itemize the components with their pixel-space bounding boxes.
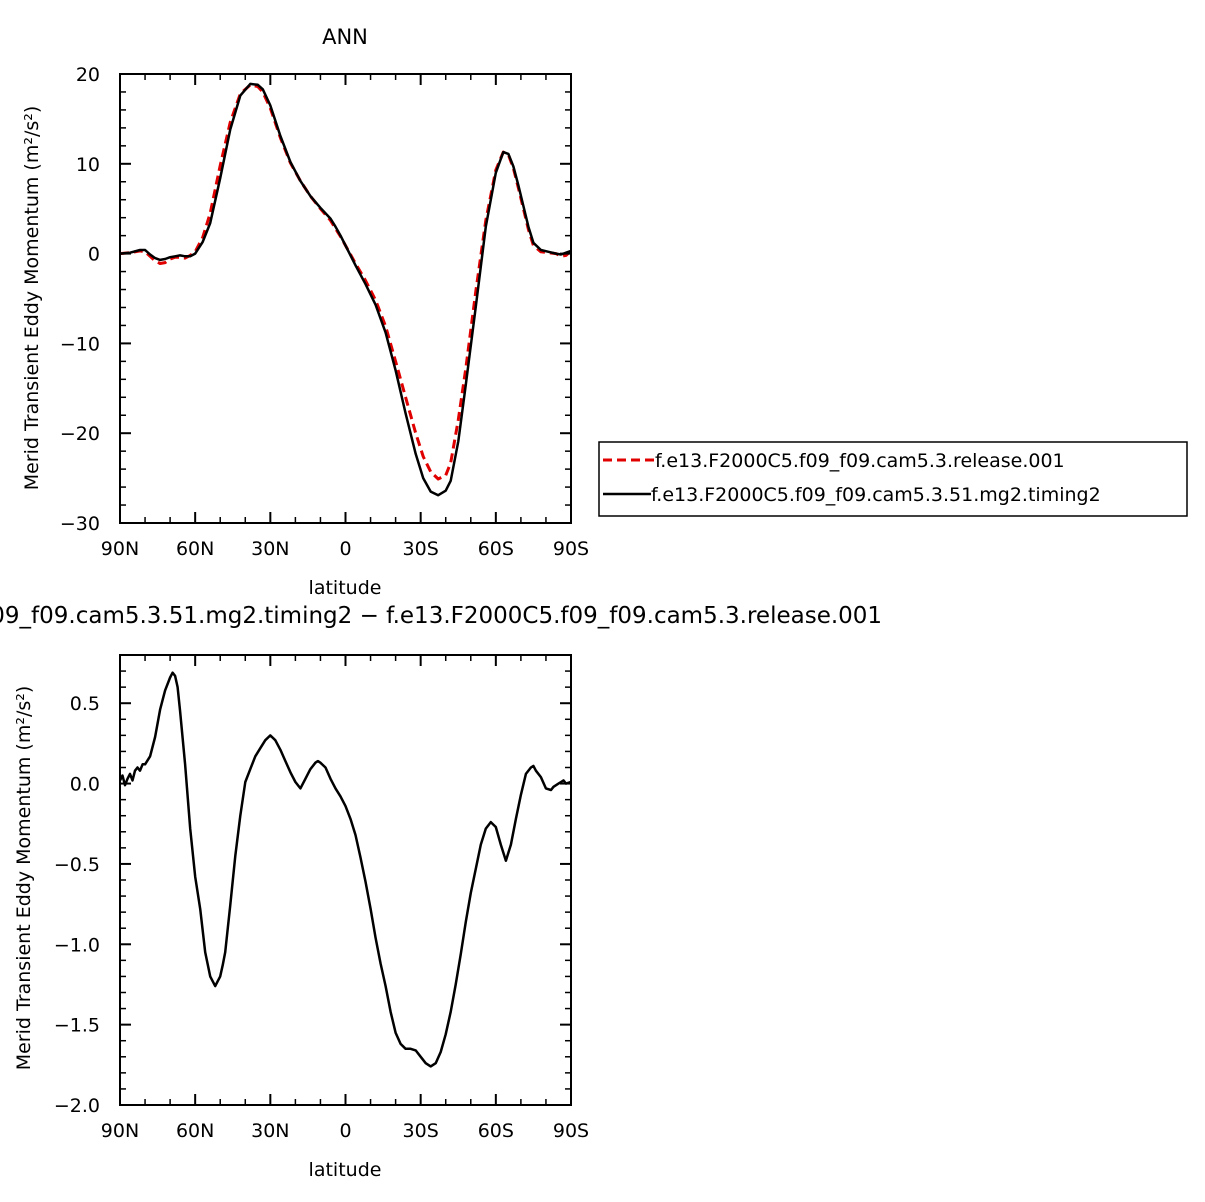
bottom-axes: 90N 60N 30N 0 30S 60S 90S −2.0 −1.5 −1.0 −0.5 0.0 0.…	[54, 654, 589, 1142]
bottom-x-tick-label: 0	[339, 1120, 351, 1142]
top-series-line-0	[119, 83, 573, 481]
top-x-axis-label: latitude	[309, 577, 382, 599]
bottom-panel: f.e13.F2000C5.f09_f09.cam5.3.51.mg2.timi…	[0, 603, 882, 1181]
bottom-title: f.e13.F2000C5.f09_f09.cam5.3.51.mg2.timi…	[0, 603, 882, 629]
bottom-x-tick-label: 90S	[553, 1120, 589, 1142]
legend-label-release: f.e13.F2000C5.f09_f09.cam5.3.release.001	[655, 450, 1065, 472]
top-axes: 90N 60N 30N 0 30S 60S 90S −30 −20 −10 0 10 20	[60, 64, 589, 560]
top-plot-frame	[119, 73, 572, 524]
top-y-tick-label: 0	[88, 244, 100, 266]
legend: f.e13.F2000C5.f09_f09.cam5.3.release.001…	[598, 441, 1188, 517]
bottom-x-axis-label: latitude	[309, 1159, 382, 1181]
top-y-tick-label: 20	[76, 64, 100, 86]
bottom-x-tick-label: 30S	[403, 1120, 439, 1142]
top-y-tick-label: 10	[76, 154, 100, 176]
top-y-tick-label: −10	[60, 333, 100, 355]
bottom-y-axis-label: Merid Transient Eddy Momentum (m²/s²)	[13, 686, 35, 1071]
top-panel: ANN 90N 60N 30N 0 30S 60S 90S −30 −20 −10 0 10 20 la…	[21, 25, 1188, 599]
bottom-x-tick-label: 60N	[176, 1120, 214, 1142]
top-x-tick-label: 90S	[553, 538, 589, 560]
bottom-x-tick-label: 30N	[251, 1120, 289, 1142]
bottom-y-tick-label: −1.5	[54, 1015, 100, 1037]
top-x-tick-label: 30N	[251, 538, 289, 560]
top-x-tick-label: 30S	[403, 538, 439, 560]
top-series-line-1	[119, 82, 572, 497]
top-x-tick-label: 90N	[101, 538, 139, 560]
top-y-axis-label: Merid Transient Eddy Momentum (m²/s²)	[21, 106, 43, 491]
top-y-tick-label: −20	[60, 423, 100, 445]
bottom-y-tick-label: 0.0	[70, 774, 100, 796]
top-x-tick-label: 60N	[176, 538, 214, 560]
bottom-y-tick-label: 0.5	[70, 693, 100, 715]
bottom-plot-frame	[119, 654, 572, 1106]
top-series-group	[119, 82, 573, 497]
bottom-y-tick-label: −0.5	[54, 854, 100, 876]
bottom-x-tick-label: 60S	[478, 1120, 514, 1142]
bottom-series-line-0	[118, 671, 572, 1068]
top-x-tick-label: 0	[339, 538, 351, 560]
legend-label-timing2: f.e13.F2000C5.f09_f09.cam5.3.51.mg2.timi…	[651, 484, 1101, 506]
legend-box	[598, 441, 1188, 517]
top-x-tick-label: 60S	[478, 538, 514, 560]
top-y-tick-label: −30	[60, 513, 100, 535]
top-title: ANN	[322, 25, 368, 49]
bottom-y-tick-label: −1.0	[54, 934, 100, 956]
bottom-x-tick-label: 90N	[101, 1120, 139, 1142]
bottom-series-group	[118, 671, 572, 1068]
bottom-y-tick-label: −2.0	[54, 1095, 100, 1117]
